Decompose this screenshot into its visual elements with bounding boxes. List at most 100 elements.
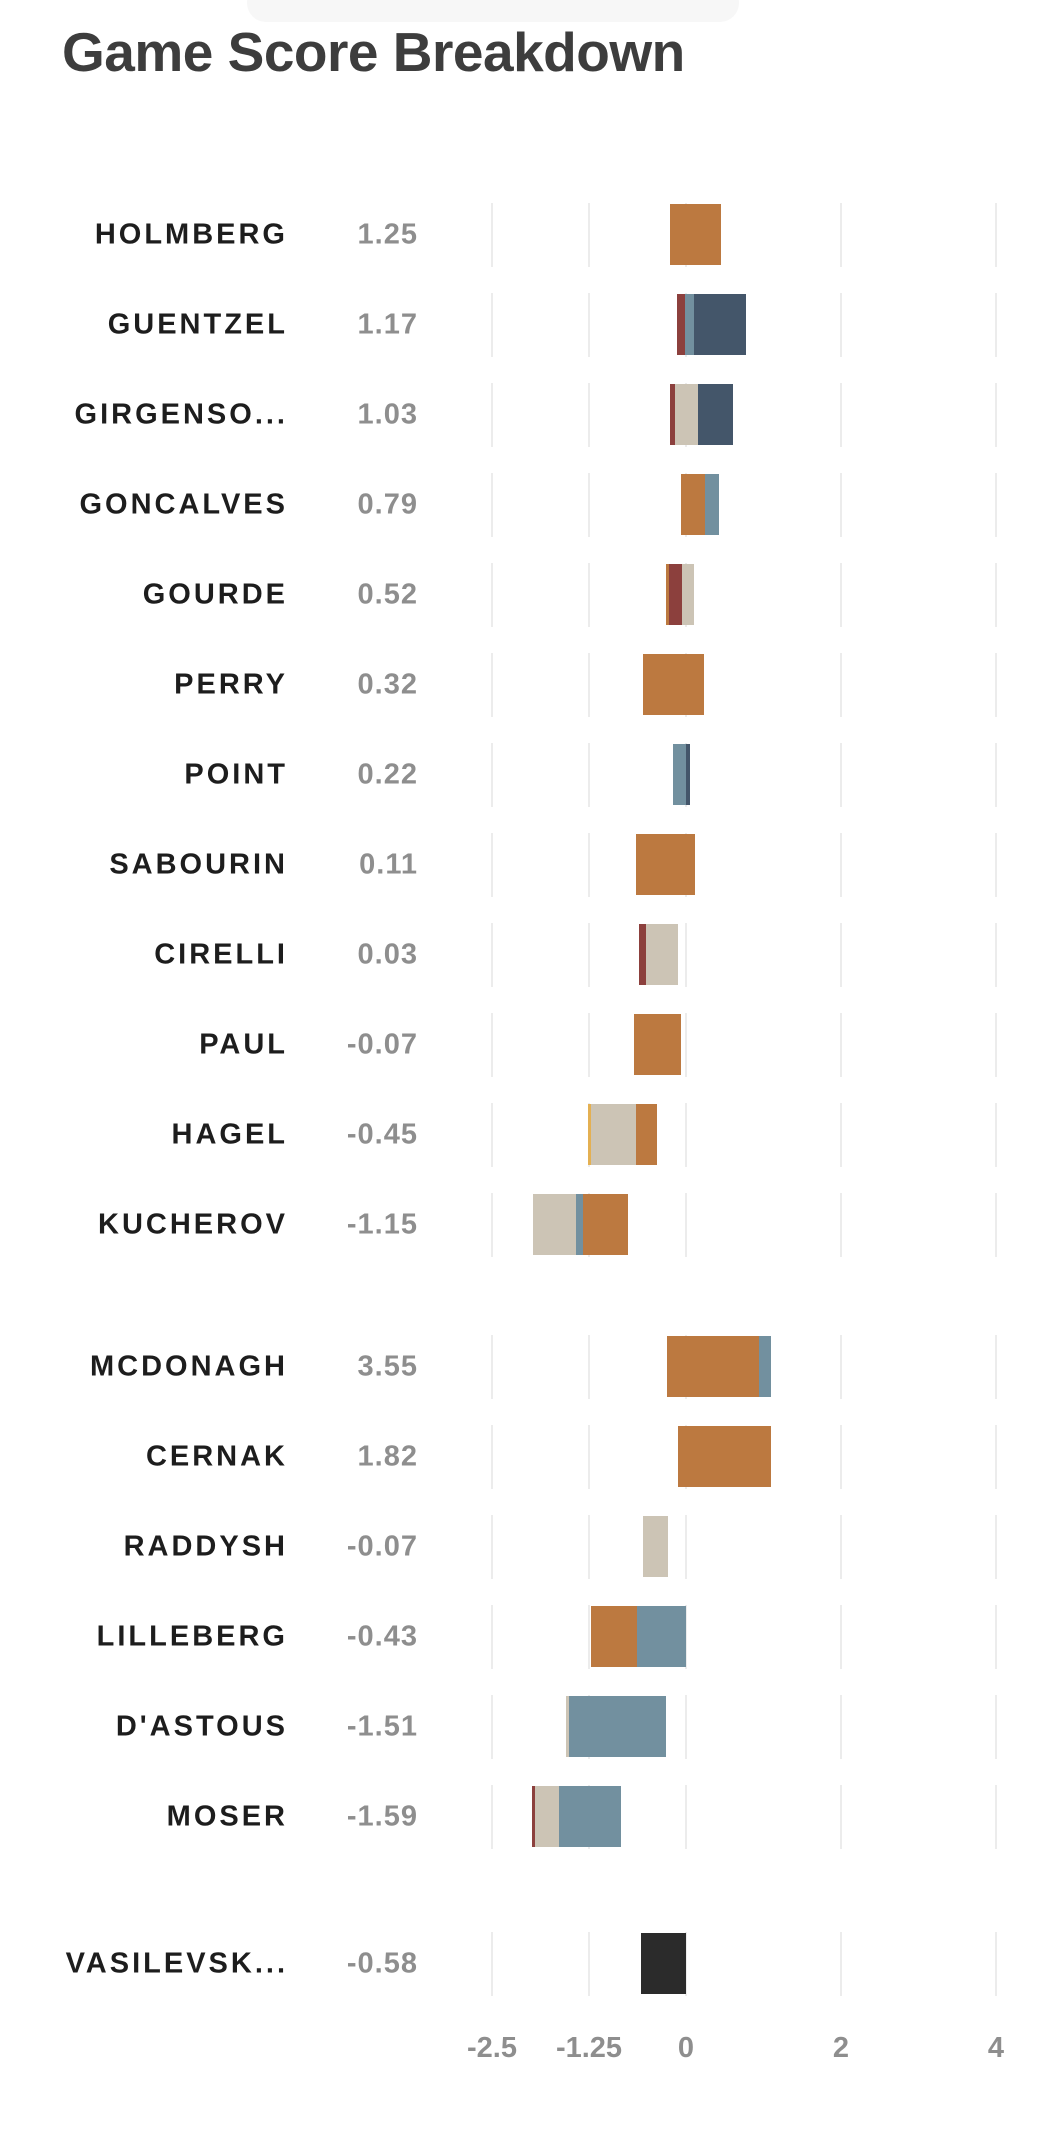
bar-segment-orange[interactable] <box>666 564 669 625</box>
player-score-label: -1.51 <box>346 1710 418 1743</box>
player-score-label: 0.32 <box>357 668 418 701</box>
bar-segment-red[interactable] <box>677 294 685 355</box>
gridline-2 <box>840 1013 842 1077</box>
gridline-4 <box>995 1695 997 1759</box>
player-score-label: 0.22 <box>357 758 418 791</box>
gridline--2.5 <box>491 1103 493 1167</box>
bar-segment-red[interactable] <box>639 924 646 985</box>
gridline-0 <box>685 1785 687 1849</box>
player-row: VASILEVSK... -0.58 <box>0 1919 1059 2009</box>
gridline--2.5 <box>491 1785 493 1849</box>
gridline--1.25 <box>588 383 590 447</box>
gridline--1.25 <box>588 1605 590 1669</box>
gridline--2.5 <box>491 473 493 537</box>
bar-segment-beige[interactable] <box>643 1516 668 1577</box>
gridline-4 <box>995 1013 997 1077</box>
gridline--2.5 <box>491 1013 493 1077</box>
bar-segment-beige[interactable] <box>532 1786 559 1847</box>
gridline--1.25 <box>588 833 590 897</box>
gridline--1.25 <box>588 293 590 357</box>
player-row: GIRGENSO... 1.03 <box>0 370 1059 460</box>
player-row: D'ASTOUS -1.51 <box>0 1682 1059 1772</box>
player-name-label: PAUL <box>199 1028 288 1061</box>
bar-segment-beige[interactable] <box>533 1194 576 1255</box>
player-score-label: 0.52 <box>357 578 418 611</box>
player-name-label: HAGEL <box>171 1118 288 1151</box>
player-score-label: 3.55 <box>357 1350 418 1383</box>
gridline--2.5 <box>491 743 493 807</box>
gridline-2 <box>840 1785 842 1849</box>
player-name-label: CERNAK <box>145 1440 288 1473</box>
player-name-label: PERRY <box>174 668 288 701</box>
player-row: KUCHEROV -1.15 <box>0 1180 1059 1270</box>
bar-segment-steel[interactable] <box>673 744 686 805</box>
gridline--2.5 <box>491 1932 493 1996</box>
bar-segment-orange[interactable] <box>678 1426 771 1487</box>
bar-segment-orange[interactable] <box>681 474 705 535</box>
bar-segment-orange[interactable] <box>636 834 695 895</box>
gridline-2 <box>840 743 842 807</box>
bar-segment-red[interactable] <box>670 384 675 445</box>
bar-segment-beige[interactable] <box>566 1696 569 1757</box>
player-name-label: VASILEVSK... <box>65 1947 288 1980</box>
player-name-label: POINT <box>184 758 288 791</box>
axis-tick-label: 4 <box>987 2032 1005 2064</box>
bar-segment-orange[interactable] <box>667 1336 759 1397</box>
gridline-4 <box>995 743 997 807</box>
player-name-label: GONCALVES <box>79 488 288 521</box>
gridline-4 <box>995 923 997 987</box>
player-row: LILLEBERG -0.43 <box>0 1592 1059 1682</box>
player-row: MCDONAGH 3.55 <box>0 1322 1059 1412</box>
gridline-4 <box>995 563 997 627</box>
top-control-partial[interactable] <box>247 0 739 22</box>
gridline--1.25 <box>588 1932 590 1996</box>
gridline--1.25 <box>588 1425 590 1489</box>
bar-segment-yellow[interactable] <box>588 1104 591 1165</box>
gridline--2.5 <box>491 923 493 987</box>
player-score-label: 1.82 <box>357 1440 418 1473</box>
player-score-label: 0.79 <box>357 488 418 521</box>
player-row: RADDYSH -0.07 <box>0 1502 1059 1592</box>
gridline--1.25 <box>588 743 590 807</box>
bar-segment-red[interactable] <box>666 564 682 625</box>
gridline-0 <box>685 1932 687 1996</box>
bar-segment-charcoal[interactable] <box>641 1933 686 1994</box>
player-row: HOLMBERG 1.25 <box>0 190 1059 280</box>
player-name-label: KUCHEROV <box>98 1208 288 1241</box>
player-name-label: GUENTZEL <box>107 308 288 341</box>
bar-segment-orange[interactable] <box>643 654 704 715</box>
player-name-label: HOLMBERG <box>94 218 288 251</box>
player-row: PAUL -0.07 <box>0 1000 1059 1090</box>
gridline-2 <box>840 383 842 447</box>
gridline--2.5 <box>491 1515 493 1579</box>
player-score-label: -0.07 <box>346 1028 418 1061</box>
axis-tick-label: 0 <box>677 2032 695 2064</box>
gridline-0 <box>685 1515 687 1579</box>
bar-segment-orange[interactable] <box>670 204 721 265</box>
player-row: HAGEL -0.45 <box>0 1090 1059 1180</box>
bar-segment-beige[interactable] <box>588 1104 636 1165</box>
gridline-0 <box>685 923 687 987</box>
player-name-label: GIRGENSO... <box>74 398 288 431</box>
player-name-label: GOURDE <box>142 578 288 611</box>
player-score-label: 1.25 <box>357 218 418 251</box>
gridline-4 <box>995 1932 997 1996</box>
gridline-0 <box>685 1103 687 1167</box>
bar-segment-orange[interactable] <box>591 1606 637 1667</box>
gridline-2 <box>840 1425 842 1489</box>
gridline-4 <box>995 1515 997 1579</box>
player-score-label: -0.45 <box>346 1118 418 1151</box>
bar-segment-steel[interactable] <box>566 1696 666 1757</box>
gridline-4 <box>995 203 997 267</box>
gridline--2.5 <box>491 1425 493 1489</box>
player-row: PERRY 0.32 <box>0 640 1059 730</box>
gridline-0 <box>685 1193 687 1257</box>
gridline-0 <box>685 1695 687 1759</box>
gridline-2 <box>840 1193 842 1257</box>
gridline--2.5 <box>491 383 493 447</box>
gridline-4 <box>995 1425 997 1489</box>
bar-segment-red[interactable] <box>532 1786 535 1847</box>
gridline-4 <box>995 1785 997 1849</box>
bar-segment-orange[interactable] <box>634 1014 681 1075</box>
gridline-4 <box>995 1193 997 1257</box>
